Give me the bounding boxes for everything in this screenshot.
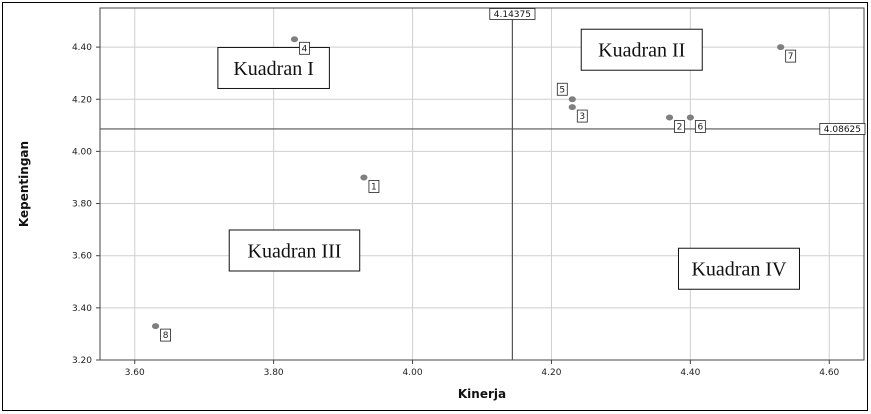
y-axis-title: Kepentingan — [17, 141, 31, 227]
data-point-label-box — [694, 120, 706, 133]
data-point — [151, 323, 160, 330]
y-tick-label: 4.00 — [72, 147, 92, 157]
axis-ticks: 3.60 3.80 4.00 4.20 4.40 4.60 3.20 3.40 3.60 3.80… — [72, 43, 840, 378]
quadrant-box — [677, 247, 800, 290]
quadrant-label: Kuadran I — [233, 58, 314, 80]
data-point — [568, 96, 576, 103]
x-tick-label: 4.20 — [541, 368, 561, 378]
data-point-label: 2 — [677, 123, 683, 133]
quadrant-label: Kuadran III — [248, 240, 342, 262]
plot-area-border — [99, 7, 865, 361]
data-point-label: 6 — [697, 123, 703, 133]
quadrant-box — [580, 28, 703, 71]
ref-y-label: 4.08625 — [824, 125, 861, 135]
ref-x-label: 4.14375 — [494, 10, 531, 20]
reference-lines: 4.14375 4.08625 — [100, 8, 866, 360]
data-point-label-box — [299, 41, 310, 55]
y-tick-label: 4.40 — [72, 43, 92, 53]
data-point-label-box — [368, 180, 380, 193]
quadrant-labels: Kuadran I Kuadran II Kuadran III Kuadran IV — [217, 28, 800, 290]
x-axis-title: Kinerja — [458, 387, 506, 401]
x-tick-label: 3.80 — [264, 368, 284, 378]
quadrant-label: Kuadran II — [598, 40, 685, 62]
data-point-label: 7 — [788, 52, 794, 62]
y-tick-label: 3.80 — [72, 200, 92, 210]
ref-x-label-box — [489, 8, 536, 20]
quadrant-box — [217, 46, 330, 89]
y-tick-label: 3.40 — [72, 304, 92, 314]
grid-layer — [100, 8, 864, 361]
data-points: 1 2 3 4 5 6 7 8 — [151, 36, 797, 342]
y-tick-label: 3.60 — [72, 252, 92, 262]
x-tick-label: 4.40 — [680, 368, 700, 378]
data-point — [290, 36, 299, 43]
data-point-label-box — [674, 120, 685, 133]
data-point-label: 1 — [371, 182, 377, 192]
y-tick-label: 3.20 — [72, 356, 92, 366]
y-tick-label: 4.20 — [72, 95, 92, 105]
data-point-label: 4 — [302, 44, 308, 54]
data-point-label: 5 — [559, 85, 565, 95]
data-point-label: 3 — [579, 112, 585, 122]
data-point-label-box — [785, 49, 797, 63]
data-point-label-box — [556, 82, 568, 96]
quadrant-label: Kuadran IV — [691, 259, 787, 281]
data-point — [665, 114, 674, 121]
data-point — [360, 174, 368, 181]
data-point-label-box — [160, 328, 171, 342]
data-point — [777, 44, 785, 51]
data-point — [686, 114, 694, 121]
ref-y-label-box — [819, 123, 866, 135]
data-point-label-box — [576, 109, 588, 123]
x-tick-label: 3.60 — [125, 368, 145, 378]
data-point — [568, 104, 576, 111]
x-tick-label: 4.00 — [403, 368, 423, 378]
x-tick-label: 4.60 — [819, 368, 839, 378]
data-point-label: 8 — [163, 331, 169, 341]
quadrant-box — [228, 229, 361, 272]
